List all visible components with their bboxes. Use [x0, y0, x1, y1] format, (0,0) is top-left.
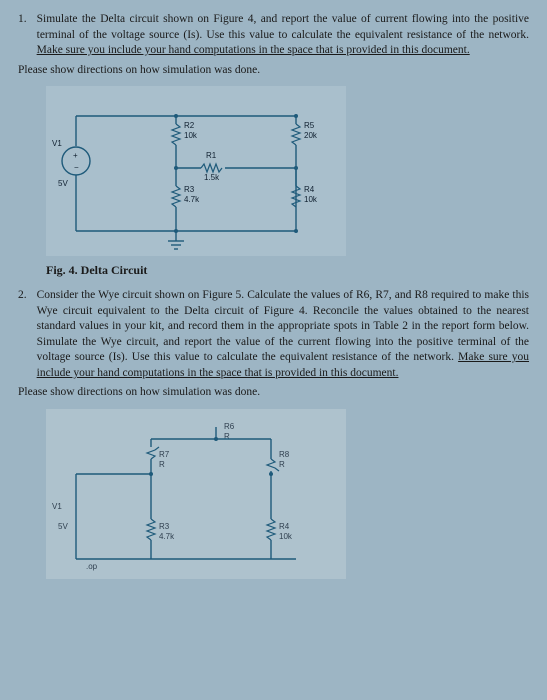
fig4-r4-label: R4 — [304, 185, 315, 194]
fig4-r2-label: R2 — [184, 121, 195, 130]
fig5-r6-label: R6 — [224, 422, 235, 431]
question-1: 1. Simulate the Delta circuit shown on F… — [18, 12, 529, 59]
fig4-r1-value: 1.5k — [204, 173, 220, 182]
fig4-v1-label: V1 — [52, 139, 62, 148]
fig4-r5-value: 20k — [304, 131, 318, 140]
q2-trail: Please show directions on how simulation… — [18, 385, 529, 401]
fig4-r1-label: R1 — [206, 151, 217, 160]
delta-circuit-svg: V1 5V + − R2 10k R5 20k R1 1.5k R3 4.7k … — [46, 86, 346, 256]
fig4-caption: Fig. 4. Delta Circuit — [46, 262, 529, 278]
q1-body: Simulate the Delta circuit shown on Figu… — [37, 12, 529, 59]
q2-body: Consider the Wye circuit shown on Figure… — [37, 288, 529, 381]
q1-number: 1. — [18, 12, 27, 59]
fig5-r4-label: R4 — [279, 522, 290, 531]
fig4-r3-label: R3 — [184, 185, 195, 194]
fig4-r3-value: 4.7k — [184, 195, 200, 204]
svg-text:+: + — [73, 151, 78, 160]
fig4-r2-value: 10k — [184, 131, 198, 140]
fig4-r5-label: R5 — [304, 121, 315, 130]
fig5-v1-value: 5V — [58, 522, 68, 531]
fig4-r4-value: 10k — [304, 195, 318, 204]
fig5-v1-label: V1 — [52, 502, 62, 511]
fig5-r4-value: 10k — [279, 532, 293, 541]
fig5-r7-label: R7 — [159, 450, 170, 459]
wye-circuit-svg: V1 5V R7 R R6 R R8 R R3 4.7k R4 10k .op — [46, 409, 346, 579]
figure-4: V1 5V + − R2 10k R5 20k R1 1.5k R3 4.7k … — [46, 86, 529, 256]
fig5-r3-value: 4.7k — [159, 532, 175, 541]
q1-trail: Please show directions on how simulation… — [18, 63, 529, 79]
fig5-r3-label: R3 — [159, 522, 170, 531]
figure-5: V1 5V R7 R R6 R R8 R R3 4.7k R4 10k .op — [46, 409, 529, 579]
fig5-op: .op — [86, 562, 98, 571]
q1-underline: Make sure you include your hand computat… — [37, 44, 470, 56]
fig4-v1-value: 5V — [58, 179, 68, 188]
q2-text: Consider the Wye circuit shown on Figure… — [37, 289, 529, 363]
q1-text: Simulate the Delta circuit shown on Figu… — [37, 13, 529, 41]
question-2: 2. Consider the Wye circuit shown on Fig… — [18, 288, 529, 381]
svg-text:−: − — [74, 163, 79, 172]
fig5-r7-value: R — [159, 460, 165, 469]
fig5-r8-value: R — [279, 460, 285, 469]
fig5-r8-label: R8 — [279, 450, 290, 459]
q2-number: 2. — [18, 288, 27, 381]
